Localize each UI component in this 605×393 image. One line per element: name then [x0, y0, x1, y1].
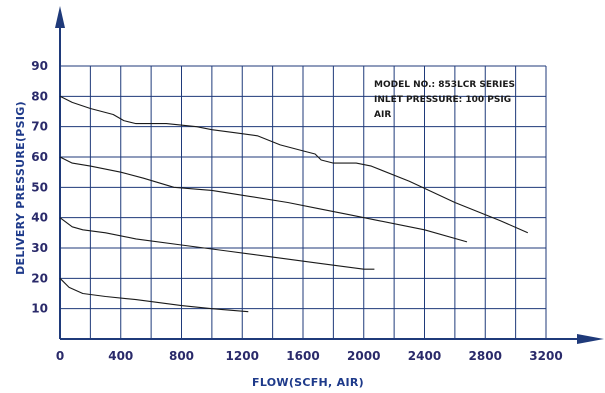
annotation-line-1: MODEL NO.: 853LCR SERIES: [374, 80, 515, 90]
x-tick-label: 1200: [226, 349, 259, 363]
x-tick-label: 2400: [408, 349, 441, 363]
axes: [55, 6, 604, 344]
grid: [60, 66, 546, 339]
y-tick-label: 30: [31, 241, 48, 255]
y-tick-label: 20: [31, 271, 48, 285]
y-axis-title: DELIVERY PRESSURE(PSIG): [14, 101, 27, 275]
annotation-line-2: INLET PRESSURE: 100 PSIG: [374, 95, 511, 105]
x-tick-label: 400: [108, 349, 133, 363]
annotation-box: MODEL NO.: 853LCR SERIES INLET PRESSURE:…: [374, 80, 515, 120]
x-tick-label: 800: [169, 349, 194, 363]
x-tick-label: 3200: [529, 349, 562, 363]
curves: [60, 96, 528, 311]
x-tick-label: 0: [56, 349, 64, 363]
x-tick-label: 1600: [286, 349, 319, 363]
y-tick-label: 60: [31, 150, 48, 164]
y-tick-label: 50: [31, 180, 48, 194]
y-tick-label: 40: [31, 211, 48, 225]
y-tick-label: 80: [31, 89, 48, 103]
curve-line-1: [60, 96, 528, 233]
curve-line-4: [60, 278, 248, 311]
x-tick-label: 2000: [347, 349, 380, 363]
x-axis-title: FLOW(SCFH, AIR): [252, 376, 364, 389]
y-tick-label: 10: [31, 302, 48, 316]
curve-line-3: [60, 218, 374, 270]
x-tick-label: 2800: [469, 349, 502, 363]
annotation-line-3: AIR: [374, 110, 391, 120]
y-tick-label: 90: [31, 59, 48, 73]
y-tick-label: 70: [31, 120, 48, 134]
x-axis-arrow: [577, 334, 604, 344]
y-axis-arrow: [55, 6, 65, 28]
